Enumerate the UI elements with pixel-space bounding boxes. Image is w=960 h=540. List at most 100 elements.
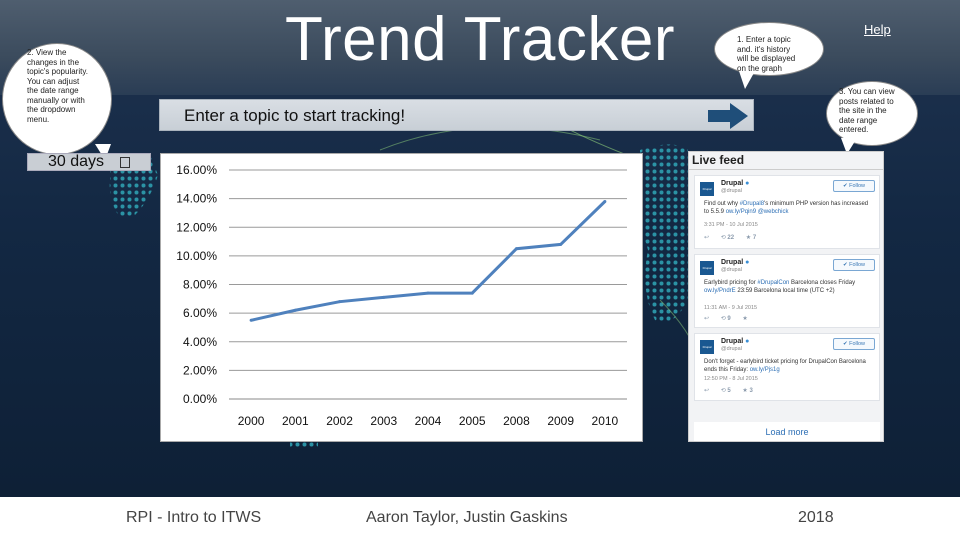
tweet-author-name: Drupal [721,259,744,266]
date-range-dropdown[interactable]: 30 days [27,153,151,171]
hashtag-link[interactable]: #Drupal8 [739,201,765,207]
tweet-author: Drupal ● [721,338,749,345]
data-point [382,295,386,299]
follow-button[interactable]: ✔ Follow [833,338,875,350]
favorite-icon[interactable]: ★ [742,316,748,322]
tweet-link[interactable]: ow.ly/Pqin9 @webchick [725,209,789,215]
x-tick-label: 2002 [326,414,353,428]
retweet-icon[interactable]: ⟲ 22 [720,235,735,241]
footer-year: 2018 [798,509,834,526]
tweet-handle: @drupal [721,188,742,194]
y-tick-label: 12.00% [176,220,217,234]
tweet-author: Drupal ● [721,180,749,187]
data-point [293,308,297,312]
callout-view-posts: 3. You can view posts related to the sit… [826,81,918,154]
verified-icon: ● [745,338,750,345]
tweet-text-part: Don't forget - earlybird ticket pricing … [704,359,866,373]
favorite-icon[interactable]: ★ 3 [742,388,753,394]
tweet-handle: @drupal [721,346,742,352]
callout-line: menu. [27,114,50,124]
callout-line: 1. Enter a topic [737,35,791,44]
reply-icon[interactable]: ↩ [704,235,710,241]
follow-button[interactable]: ✔ Follow [833,180,875,192]
y-tick-label: 0.00% [183,392,217,406]
bird-icon: ✔ [842,183,850,189]
x-tick-label: 2004 [415,414,442,428]
tweet-text-part: 's minimum PHP version has increased to … [704,201,869,215]
callout-line: entered. [839,125,869,134]
arrow-right-icon[interactable] [708,103,748,129]
x-tick-label: 2003 [370,414,397,428]
tweet-link[interactable]: ow.ly/Pjs1g [749,367,780,373]
callout-line: posts related to [839,96,894,106]
tweet-card: Drupal Drupal ● @drupal ✔ Follow Don't f… [694,333,880,401]
tweet-card: Drupal Drupal ● @drupal ✔ Follow Find ou… [694,175,880,249]
callout-enter-topic: 1. Enter a topic and. it's history will … [714,22,824,89]
callout-line: on the graph [737,63,782,73]
callout-line: changes in the [27,57,80,67]
load-more-button[interactable]: Load more [694,422,880,441]
help-link[interactable]: Help [864,22,891,37]
tweet-actions: ↩ ⟲ 22 ★ 7 [704,234,766,241]
callout-line: date range [839,115,878,125]
tweet-text-part: Barcelona closes Friday [789,280,856,286]
retweet-icon[interactable]: ⟲ 9 [720,316,731,322]
retweet-count: 5 [727,388,731,394]
favorite-icon[interactable]: ★ 7 [745,235,757,241]
tweet-text-part: Earlybird pricing for [704,280,758,286]
tweet-handle: @drupal [721,267,742,273]
hashtag-link[interactable]: #DrupalCon [757,280,790,286]
reply-icon[interactable]: ↩ [704,388,710,394]
line-chart: 0.00% 2.00% 4.00% 6.00% 8.00% 10.00% 12.00% 14.… [176,163,627,428]
data-point [338,300,342,304]
follow-button[interactable]: ✔ Follow [833,259,875,271]
callout-line: manually or with [27,95,85,105]
tweet-author: Drupal ● [721,259,749,266]
bird-icon: ✔ [842,341,850,347]
tweet-text: Earlybird pricing for #DrupalCon Barcelo… [704,279,874,295]
page-title: Trend Tracker [284,5,676,74]
tweet-actions: ↩ ⟲ 5 ★ 3 [704,387,763,394]
avatar: Drupal [700,182,714,196]
footer-authors: Aaron Taylor, Justin Gaskins [366,509,568,526]
data-point [603,199,607,203]
popularity-chart: 0.00% 2.00% 4.00% 6.00% 8.00% 10.00% 12.00% 14.… [160,153,643,442]
feed-title: Live feed [692,153,745,167]
callout-line: and. it's history [737,44,791,54]
tweet-text: Find out why #Drupal8's minimum PHP vers… [704,200,874,216]
tweet-timestamp: 12:50 PM - 8 Jul 2015 [704,376,758,382]
y-tick-label: 10.00% [176,249,217,263]
y-tick-label: 4.00% [183,335,217,349]
y-tick-label: 14.00% [176,192,217,206]
bird-icon: ✔ [842,262,850,268]
retweet-count: 9 [727,316,731,322]
callout-line: the site in the [839,106,887,115]
topic-search-input[interactable] [184,106,684,126]
search-bar [159,99,754,131]
callout-line: You can adjust [27,76,80,86]
follow-label: Follow [849,262,866,268]
reply-icon[interactable]: ↩ [704,316,710,322]
verified-icon: ● [745,259,750,266]
callout-line: the dropdown [27,105,76,114]
retweet-count: 22 [727,235,735,241]
divider [689,169,883,170]
callout-tail [739,71,755,89]
retweet-icon[interactable]: ⟲ 5 [720,388,731,394]
verified-icon: ● [745,180,750,187]
live-feed: Live feed Drupal Drupal ● @drupal ✔ Foll… [688,151,884,442]
tweet-timestamp: 11:31 AM - 9 Jul 2015 [704,305,758,311]
callout-line: will be displayed [737,54,796,63]
avatar: Drupal [700,261,714,275]
callout-view-changes: 2. View the changes in the topic's popul… [2,43,112,160]
tweet-actions: ↩ ⟲ 9 ★ [704,315,758,322]
callout-tail [841,138,857,154]
tweet-card: Drupal Drupal ● @drupal ✔ Follow Earlybi… [694,254,880,328]
tweet-timestamp: 3:31 PM - 10 Jul 2015 [704,222,758,228]
data-point [426,291,430,295]
chevron-down-icon [120,157,130,168]
tweet-text: Don't forget - earlybird ticket pricing … [704,358,874,374]
favorite-count: 3 [749,388,753,394]
y-tick-label: 2.00% [183,363,217,377]
tweet-link[interactable]: ow.ly/PndrE [704,288,736,294]
